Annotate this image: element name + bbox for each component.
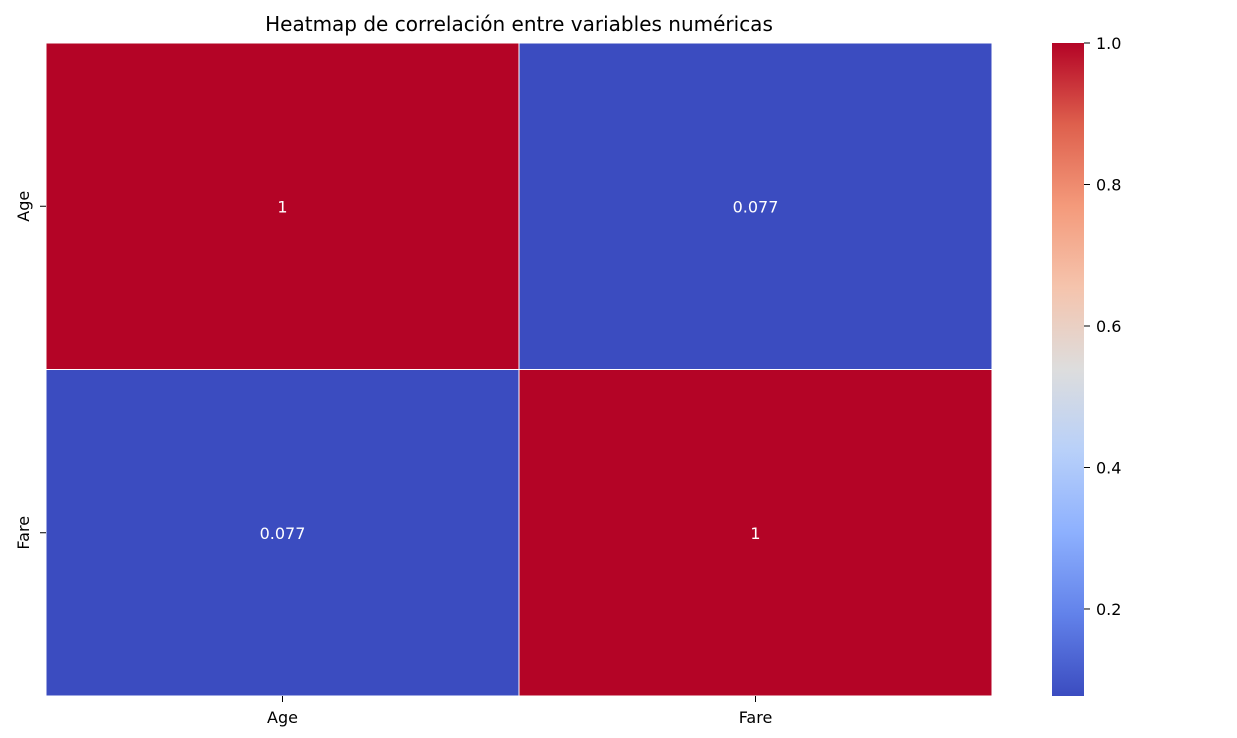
colorbar-tick-label: 0.2 <box>1096 600 1121 619</box>
y-axis: Age Fare <box>14 191 46 550</box>
colorbar: 0.2 0.4 0.6 0.8 1.0 <box>1052 34 1121 696</box>
y-tick-label: Fare <box>14 516 33 550</box>
heatmap-cell <box>45 369 520 697</box>
heatmap-cell <box>45 42 520 370</box>
cell-value-label: 1 <box>277 197 287 216</box>
heatmap-cells <box>45 42 993 697</box>
x-tick-label: Age <box>267 708 298 727</box>
colorbar-tick-label: 1.0 <box>1096 34 1121 53</box>
x-tick-label: Fare <box>739 708 773 727</box>
x-axis: Age Fare <box>267 696 772 727</box>
cell-value-label: 0.077 <box>260 524 306 543</box>
cell-value-label: 1 <box>750 524 760 543</box>
colorbar-gradient <box>1052 43 1084 696</box>
heatmap-cell <box>518 369 993 697</box>
y-tick-label: Age <box>14 191 33 222</box>
heatmap-cell <box>518 42 993 370</box>
chart-title: Heatmap de correlación entre variables n… <box>265 12 773 36</box>
heatmap-cell-labels: 1 0.077 0.077 1 <box>260 197 779 543</box>
colorbar-tick-label: 0.4 <box>1096 458 1121 477</box>
colorbar-tick-label: 0.8 <box>1096 175 1121 194</box>
cell-value-label: 0.077 <box>733 197 779 216</box>
colorbar-tick-label: 0.6 <box>1096 317 1121 336</box>
